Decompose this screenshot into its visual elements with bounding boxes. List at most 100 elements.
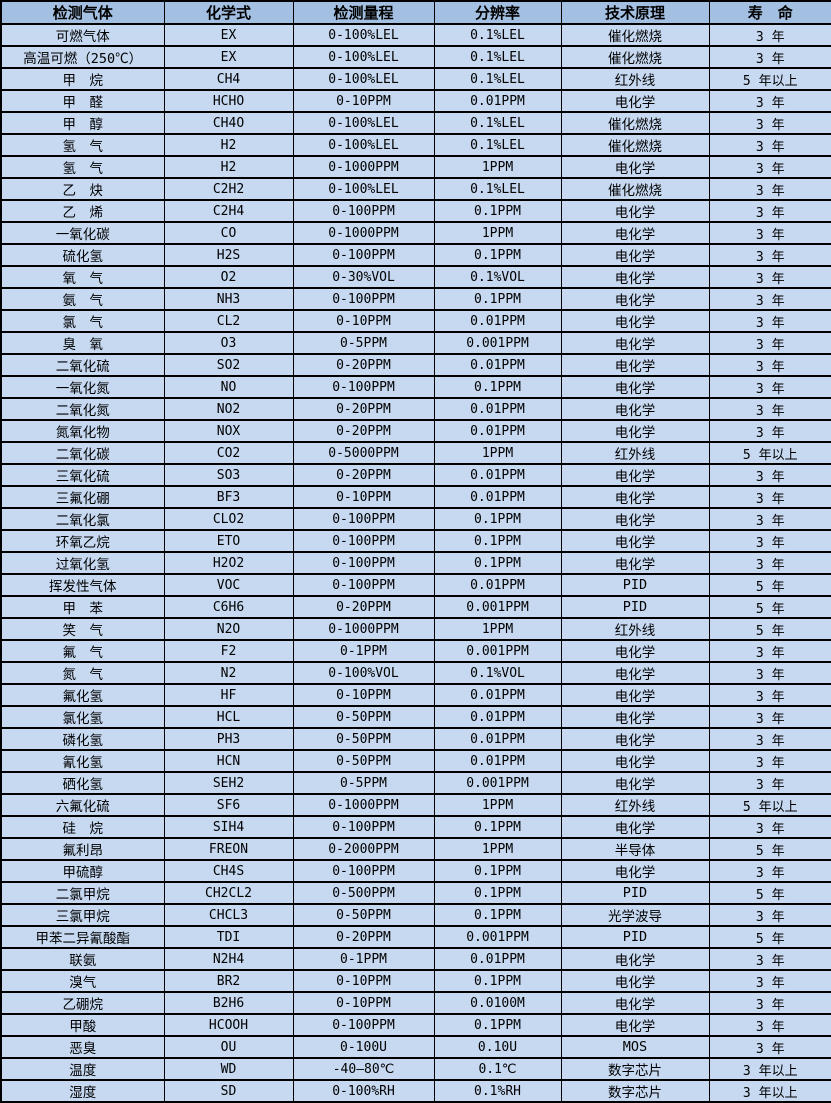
table-row: 可燃气体 EX 0-100%LEL 0.1%LEL 催化燃烧 3 年 [0,23,831,47]
cell-range: 0-10PPM [292,485,435,509]
cell-resolution: 0.1PPM [433,375,562,399]
cell-range: 0-100PPM [292,815,435,839]
cell-lifespan: 3 年 [708,375,831,399]
cell-resolution: 0.1℃ [433,1057,562,1081]
cell-gas: 一氧化碳 [0,221,165,245]
cell-gas: 甲 醇 [0,111,165,135]
cell-principle: 电化学 [560,683,710,707]
cell-principle: 催化燃烧 [560,23,710,47]
cell-principle: 电化学 [560,661,710,685]
cell-principle: 电化学 [560,353,710,377]
cell-gas: 甲 醛 [0,89,165,113]
cell-formula: HCHO [163,89,294,113]
cell-lifespan: 5 年以上 [708,67,831,91]
cell-range: 0-20PPM [292,463,435,487]
cell-range: 0-100%LEL [292,133,435,157]
cell-gas: 硒化氢 [0,771,165,795]
cell-resolution: 0.01PPM [433,485,562,509]
cell-lifespan: 3 年 [708,133,831,157]
cell-principle: 数字芯片 [560,1057,710,1081]
table-row: 温度 WD -40—80℃ 0.1℃ 数字芯片 3 年以上 [0,1057,831,1081]
cell-lifespan: 3 年 [708,353,831,377]
table-row: 笑 气 N2O 0-1000PPM 1PPM 红外线 5 年 [0,617,831,641]
cell-formula: PH3 [163,727,294,751]
cell-range: 0-20PPM [292,595,435,619]
table-row: 一氧化碳 CO 0-1000PPM 1PPM 电化学 3 年 [0,221,831,245]
cell-formula: NH3 [163,287,294,311]
cell-gas: 一氧化氮 [0,375,165,399]
table-row: 二氧化氯 CLO2 0-100PPM 0.1PPM 电化学 3 年 [0,507,831,531]
cell-range: 0-100PPM [292,287,435,311]
cell-gas: 臭 氧 [0,331,165,355]
cell-gas: 氮 气 [0,661,165,685]
cell-lifespan: 5 年 [708,925,831,949]
cell-resolution: 0.1%LEL [433,45,562,69]
cell-principle: 电化学 [560,397,710,421]
cell-range: 0-100%LEL [292,111,435,135]
cell-principle: 电化学 [560,551,710,575]
cell-lifespan: 3 年 [708,1013,831,1037]
cell-principle: 电化学 [560,331,710,355]
cell-principle: 电化学 [560,419,710,443]
cell-lifespan: 3 年 [708,397,831,421]
cell-gas: 二氧化碳 [0,441,165,465]
cell-resolution: 0.1PPM [433,551,562,575]
cell-resolution: 1PPM [433,221,562,245]
table-row: 硅 烷 SIH4 0-100PPM 0.1PPM 电化学 3 年 [0,815,831,839]
cell-formula: EX [163,45,294,69]
cell-gas: 二氯甲烷 [0,881,165,905]
cell-lifespan: 3 年 [708,551,831,575]
cell-principle: 催化燃烧 [560,111,710,135]
table-row: 二氯甲烷 CH2CL2 0-500PPM 0.1PPM PID 5 年 [0,881,831,905]
cell-gas: 氰化氢 [0,749,165,773]
cell-range: 0-10PPM [292,89,435,113]
table-row: 氢 气 H2 0-100%LEL 0.1%LEL 催化燃烧 3 年 [0,133,831,157]
table-row: 甲硫醇 CH4S 0-100PPM 0.1PPM 电化学 3 年 [0,859,831,883]
cell-principle: 电化学 [560,463,710,487]
cell-formula: SEH2 [163,771,294,795]
table-row: 氰化氢 HCN 0-50PPM 0.01PPM 电化学 3 年 [0,749,831,773]
cell-formula: CH4O [163,111,294,135]
cell-resolution: 1PPM [433,441,562,465]
cell-gas: 氟 气 [0,639,165,663]
cell-resolution: 0.1%LEL [433,111,562,135]
cell-gas: 氟利昂 [0,837,165,861]
table-row: 氮 气 N2 0-100%VOL 0.1%VOL 电化学 3 年 [0,661,831,685]
cell-principle: 电化学 [560,991,710,1015]
cell-lifespan: 3 年 [708,903,831,927]
cell-lifespan: 3 年 [708,485,831,509]
cell-lifespan: 3 年 [708,639,831,663]
column-header-resolution: 分辨率 [433,0,562,25]
cell-resolution: 0.001PPM [433,639,562,663]
table-row: 氨 气 NH3 0-100PPM 0.1PPM 电化学 3 年 [0,287,831,311]
cell-principle: PID [560,925,710,949]
table-row: 硫化氢 H2S 0-100PPM 0.1PPM 电化学 3 年 [0,243,831,267]
cell-resolution: 0.0100M [433,991,562,1015]
cell-range: 0-1000PPM [292,793,435,817]
cell-principle: 电化学 [560,265,710,289]
cell-resolution: 0.01PPM [433,397,562,421]
table-row: 三氧化硫 SO3 0-20PPM 0.01PPM 电化学 3 年 [0,463,831,487]
cell-resolution: 0.01PPM [433,353,562,377]
cell-range: 0-1PPM [292,947,435,971]
cell-gas: 溴气 [0,969,165,993]
cell-lifespan: 5 年 [708,837,831,861]
table-row: 乙 炔 C2H2 0-100%LEL 0.1%LEL 催化燃烧 3 年 [0,177,831,201]
cell-lifespan: 3 年 [708,683,831,707]
cell-range: 0-100%LEL [292,45,435,69]
cell-gas: 氢 气 [0,155,165,179]
cell-principle: 红外线 [560,793,710,817]
cell-gas: 乙 炔 [0,177,165,201]
cell-resolution: 1PPM [433,617,562,641]
cell-lifespan: 3 年 [708,199,831,223]
table-row: 乙 烯 C2H4 0-100PPM 0.1PPM 电化学 3 年 [0,199,831,223]
cell-principle: 红外线 [560,617,710,641]
cell-range: 0-10PPM [292,969,435,993]
cell-resolution: 0.1%VOL [433,265,562,289]
cell-resolution: 0.1PPM [433,507,562,531]
cell-range: 0-100PPM [292,573,435,597]
table-row: 甲 苯 C6H6 0-20PPM 0.001PPM PID 5 年 [0,595,831,619]
table-row: 高温可燃（250℃） EX 0-100%LEL 0.1%LEL 催化燃烧 3 年 [0,45,831,69]
cell-range: 0-500PPM [292,881,435,905]
